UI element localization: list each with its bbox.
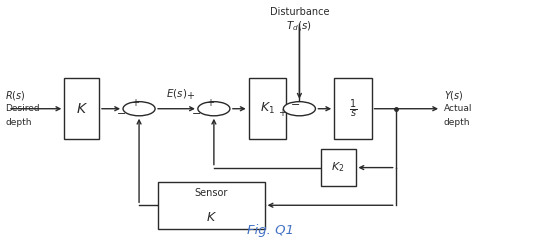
Circle shape <box>123 102 155 116</box>
FancyBboxPatch shape <box>334 78 372 139</box>
Text: $K_1$: $K_1$ <box>260 101 275 116</box>
Text: $E(s)$: $E(s)$ <box>166 87 187 100</box>
Text: $K$: $K$ <box>206 211 217 224</box>
Text: $K$: $K$ <box>76 102 87 116</box>
Text: +: + <box>131 98 139 108</box>
Text: $-$: $-$ <box>191 107 201 117</box>
Text: Disturbance: Disturbance <box>269 7 329 17</box>
FancyBboxPatch shape <box>64 78 99 139</box>
FancyBboxPatch shape <box>158 182 265 229</box>
Text: $\frac{1}{s}$: $\frac{1}{s}$ <box>349 97 357 120</box>
Text: Desired: Desired <box>5 104 40 113</box>
Text: +: + <box>278 108 286 118</box>
Text: $R(s)$: $R(s)$ <box>5 89 26 102</box>
FancyBboxPatch shape <box>321 149 355 187</box>
Text: depth: depth <box>5 118 32 127</box>
Text: depth: depth <box>444 118 470 127</box>
Text: $K_2$: $K_2$ <box>332 161 345 174</box>
Text: Actual: Actual <box>444 104 472 113</box>
Text: $T_d(s)$: $T_d(s)$ <box>287 20 312 33</box>
Text: Fig. Q1: Fig. Q1 <box>247 224 293 237</box>
Text: +: + <box>206 98 214 108</box>
Text: $-$: $-$ <box>291 98 300 108</box>
Circle shape <box>198 102 230 116</box>
Text: $-$: $-$ <box>116 107 126 117</box>
Text: Sensor: Sensor <box>194 188 228 199</box>
Circle shape <box>284 102 315 116</box>
Text: +: + <box>186 91 194 101</box>
FancyBboxPatch shape <box>248 78 286 139</box>
Text: $Y(s)$: $Y(s)$ <box>444 89 463 102</box>
